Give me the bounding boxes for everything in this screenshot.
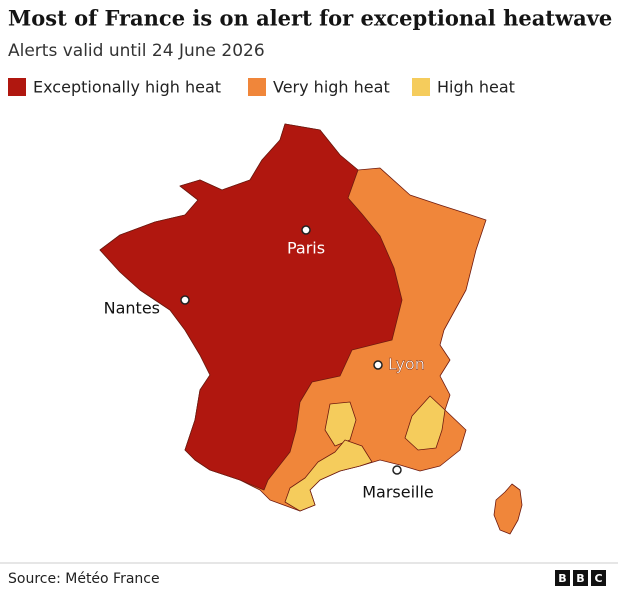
region-high [404, 395, 446, 451]
logo-block [591, 570, 606, 586]
region-high [324, 401, 357, 447]
logo-letter: C [594, 572, 602, 585]
legend-label: Exceptionally high heat [33, 78, 221, 97]
logo: B B C [555, 570, 606, 586]
city-dot [392, 465, 402, 475]
france-map [99, 123, 523, 535]
legend-swatch [8, 78, 26, 96]
legend-swatch [248, 78, 266, 96]
legend: Exceptionally high heat Very high heat H… [8, 78, 515, 97]
city-label: Marseille [362, 483, 434, 502]
logo-block [573, 570, 588, 586]
city-dot [373, 360, 383, 370]
city-markers: Paris Nantes Lyon Marseille [104, 225, 434, 502]
subtitle: Alerts valid until 24 June 2026 [8, 41, 265, 61]
city-label: Nantes [104, 299, 160, 318]
city-dot [180, 295, 190, 305]
legend-label: Very high heat [273, 78, 390, 97]
city-dot [301, 225, 311, 235]
logo-letter: B [558, 572, 566, 585]
logo-block [555, 570, 570, 586]
legend-label: High heat [437, 78, 515, 97]
title: Most of France is on alert for exception… [8, 6, 612, 31]
logo-letter: B [576, 572, 584, 585]
city-label: Paris [287, 239, 325, 258]
source: Source: Météo France [8, 571, 160, 587]
city-label: Lyon [388, 355, 425, 374]
legend-swatch [412, 78, 430, 96]
region-exceptional [99, 123, 403, 491]
region-high [284, 439, 373, 512]
corsica [493, 483, 523, 535]
